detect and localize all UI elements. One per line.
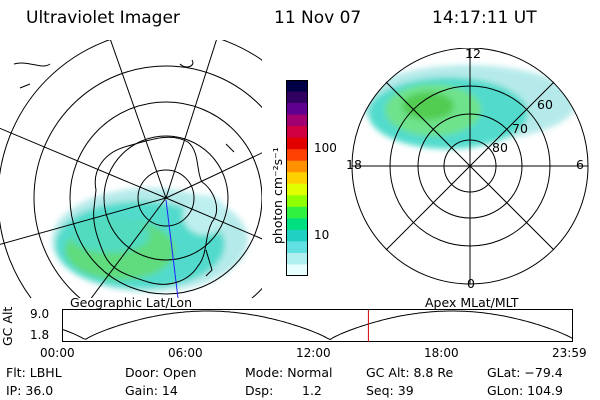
dsp-value: 1.2: [302, 383, 322, 398]
colorbar: [286, 80, 308, 276]
altitude-ytick-high: 9.0: [30, 307, 50, 321]
colorbar-band: [286, 80, 308, 93]
dsp-label: Dsp:: [245, 383, 274, 398]
colorbar-band: [286, 206, 308, 219]
colorbar-band: [286, 252, 308, 266]
colorbar-band: [286, 103, 308, 116]
mlt-label-6: 6: [576, 157, 584, 172]
time-label: 14:17:11 UT: [432, 8, 537, 28]
mode-info: Mode: Normal: [245, 365, 333, 380]
seq-info: Seq: 39: [366, 383, 414, 398]
colorbar-band: [286, 241, 308, 254]
glon-info: GLon: 104.9: [487, 383, 563, 398]
date-label: 11 Nov 07: [274, 8, 362, 28]
altitude-ylabel: GC Alt: [0, 306, 15, 346]
glat-info: GLat: −79.4: [487, 365, 563, 380]
geographic-map: [0, 40, 262, 298]
emission-region: [52, 188, 248, 292]
colorbar-band: [286, 114, 308, 127]
colorbar-band: [286, 160, 308, 173]
altitude-curve: [62, 310, 573, 341]
mlt-label-12: 12: [465, 46, 481, 61]
emission-region: [360, 65, 576, 149]
colorbar-band: [286, 183, 308, 196]
gain-info: Gain: 14: [125, 383, 178, 398]
time-tick-1800: 18:00: [424, 346, 459, 360]
filter-info: Flt: LBHL: [6, 365, 62, 380]
mlat-label-60: 60: [537, 97, 553, 112]
instrument-title: Ultraviolet Imager: [26, 8, 180, 28]
mlat-label-80: 80: [492, 140, 508, 155]
altitude-plot: [62, 309, 573, 342]
mlt-label-0: 0: [467, 276, 475, 291]
colorbar-band: [286, 137, 308, 150]
time-tick-2359: 23:59: [552, 346, 587, 360]
colorbar-band: [286, 172, 308, 185]
colorbar-tick-10: 10: [314, 228, 330, 242]
colorbar-band: [286, 195, 308, 208]
colorbar-band: [286, 149, 308, 162]
door-info: Door: Open: [125, 365, 197, 380]
time-tick-0600: 06:00: [168, 346, 203, 360]
gc-alt-info: GC Alt: 8.8 Re: [366, 365, 454, 380]
left-map-caption: Geographic Lat/Lon: [70, 295, 192, 310]
colorbar-band: [286, 229, 308, 243]
mlt-label-18: 18: [346, 157, 362, 172]
right-map-caption: Apex MLat/MLT: [425, 295, 519, 310]
altitude-ytick-low: 1.8: [30, 328, 50, 342]
ip-info: IP: 36.0: [6, 383, 54, 398]
colorbar-band: [286, 264, 308, 276]
magnetic-map: [351, 48, 589, 285]
colorbar-unit: photon cm⁻²s⁻¹: [270, 147, 285, 244]
colorbar-band: [286, 91, 308, 104]
time-tick-0000: 00:00: [40, 346, 75, 360]
coastline: [93, 136, 217, 285]
mlat-label-70: 70: [512, 121, 528, 136]
colorbar-band: [286, 218, 308, 231]
time-tick-1200: 12:00: [296, 346, 331, 360]
colorbar-band: [286, 126, 308, 139]
colorbar-tick-100: 100: [314, 141, 337, 155]
